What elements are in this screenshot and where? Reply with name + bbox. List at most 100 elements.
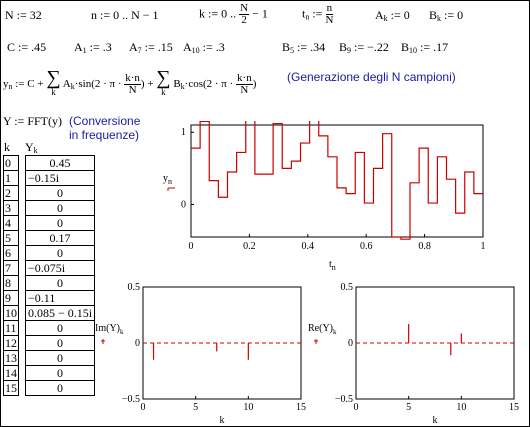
y-cell: 0 [26,201,94,216]
k-cell: 0 [4,156,18,171]
synth-arg2-pre: (2 · π · [202,78,237,90]
fft-expression[interactable]: Y := FFT(y) [3,114,62,128]
x-tick-label: 5 [406,402,411,413]
k-cell: 4 [4,216,18,231]
A1-var: A [74,40,83,54]
synth-term1-sub: k [70,82,75,91]
x-tick-label: 10 [243,402,253,413]
B5-var: B [282,40,291,54]
def-C[interactable]: C := .45 [7,40,47,54]
def-A7[interactable]: A7 := .15 [129,41,173,57]
def-B9[interactable]: B9 := −.22 [339,41,389,57]
sum-1-idx: k [51,87,56,98]
A10-var: A [183,40,192,54]
synth-lhs-sub: n [8,82,13,91]
k-cell: 14 [4,366,18,381]
def-B5[interactable]: B5 := .34 [282,41,325,57]
table-k-header: k [4,140,10,154]
y-cell: 0 [26,276,94,291]
table-y-header-var: Y [25,140,34,154]
tn-sub: n [305,12,310,22]
synth-eq: := C + [12,78,47,90]
k-range-post: − 1 [252,6,268,21]
synth-term1: A [62,78,71,90]
y-tick-label: 0 [135,338,140,349]
synth-term2-sub: k [180,82,185,91]
synth-arg2-num: k·n [236,71,253,85]
A1-sub: 1 [82,46,87,55]
def-N[interactable]: N := 32 [5,8,42,22]
synth-cos: ·cos [184,78,203,90]
x-tick-label: 1 [481,241,486,252]
y-cell: 0 [26,336,94,351]
y-axis-label-sub: k [333,328,337,336]
table-y-header: Yk [25,141,38,157]
x-axis-label: k [220,415,225,426]
tn-var: t [302,6,306,21]
def-B10[interactable]: B10 := .17 [401,41,448,57]
x-tick-label: 15 [509,402,519,413]
x-tick-label: 0.8 [418,241,431,252]
y-cell: −0.15i [26,171,94,186]
y-tick-label: −0.5 [122,394,140,405]
y-axis-label: Re(Y)k [308,323,337,336]
synthesis-equation[interactable]: yn := C + ∑ k Ak·sin(2 · π · k·n N) + ∑ k B… [3,67,256,101]
B5-val: := .34 [294,40,326,54]
def-A1[interactable]: A1 := .3 [74,41,112,57]
def-Ak-zero[interactable]: Ak := 0 [375,9,410,25]
k-range-den: 2 [241,14,247,26]
A10-sub: 10 [191,46,200,55]
Ak0-sub: k [383,14,388,23]
synth-arg2-den: N [240,83,249,96]
y-cell: −0.11 [26,291,94,306]
table-y-header-sub: k [33,146,38,155]
B9-var: B [339,40,348,54]
x-tick-label: 0 [354,402,359,413]
Ak0-var: A [375,8,384,22]
x-tick-label: 0 [189,241,194,252]
synth-arg1-num: k·n [124,71,141,85]
def-A10[interactable]: A10 := .3 [183,41,225,57]
k-range-num: N [239,2,250,15]
x-tick-label: 10 [456,402,466,413]
series-line [191,121,483,240]
x-tick-label: 15 [296,402,306,413]
def-n-range[interactable]: n := 0 .. N − 1 [91,8,159,22]
x-tick-label: 0.4 [302,241,315,252]
y-cell: 0.17 [26,231,94,246]
y-cell: 0 [26,366,94,381]
real-stem-plot[interactable]: 0 5 10 150.50−0.5Re(Y)kk [306,279,528,427]
k-cell: 8 [4,276,18,291]
synth-sin: ·sin [74,78,92,90]
y-cell: 0.085 − 0.15i [26,306,94,321]
k-cell: 12 [4,336,18,351]
y-axis-label-var: Re(Y) [308,323,333,334]
y-cell: 0 [26,216,94,231]
y-cell: −0.075i [26,261,94,276]
k-column: 0 1 2 3 4 5 6 7 8 9 10 11 12 13 14 15 [3,155,19,396]
synth-arg1-den: N [128,83,137,96]
y-tick-label: 0 [181,199,186,210]
y-axis-label-var: Im(Y) [95,323,120,334]
x-tick-label: 5 [193,402,198,413]
sum-2: ∑ k [156,68,170,98]
Bk0-var: B [429,8,438,22]
def-Bk-zero[interactable]: Bk := 0 [429,9,463,25]
y-tick-label: 0.5 [128,282,141,293]
sum-2-idx: k [161,87,166,98]
x-tick-label: 0.2 [243,241,256,252]
B10-var: B [401,40,410,54]
synth-term2: B [173,78,181,90]
k-cell: 3 [4,201,18,216]
y-tick-label: 0.5 [341,282,354,293]
y-cell: 0 [26,321,94,336]
imag-stem-plot[interactable]: 0 5 10 150.50−0.5Im(Y)kk [93,279,311,427]
y-column[interactable]: 0.45 −0.15i 0 0 0 0.17 0 −0.075i 0 −0.11 0.085 − 0… [25,155,95,396]
B10-val: := .17 [417,40,449,54]
tn-num: n [325,2,334,15]
